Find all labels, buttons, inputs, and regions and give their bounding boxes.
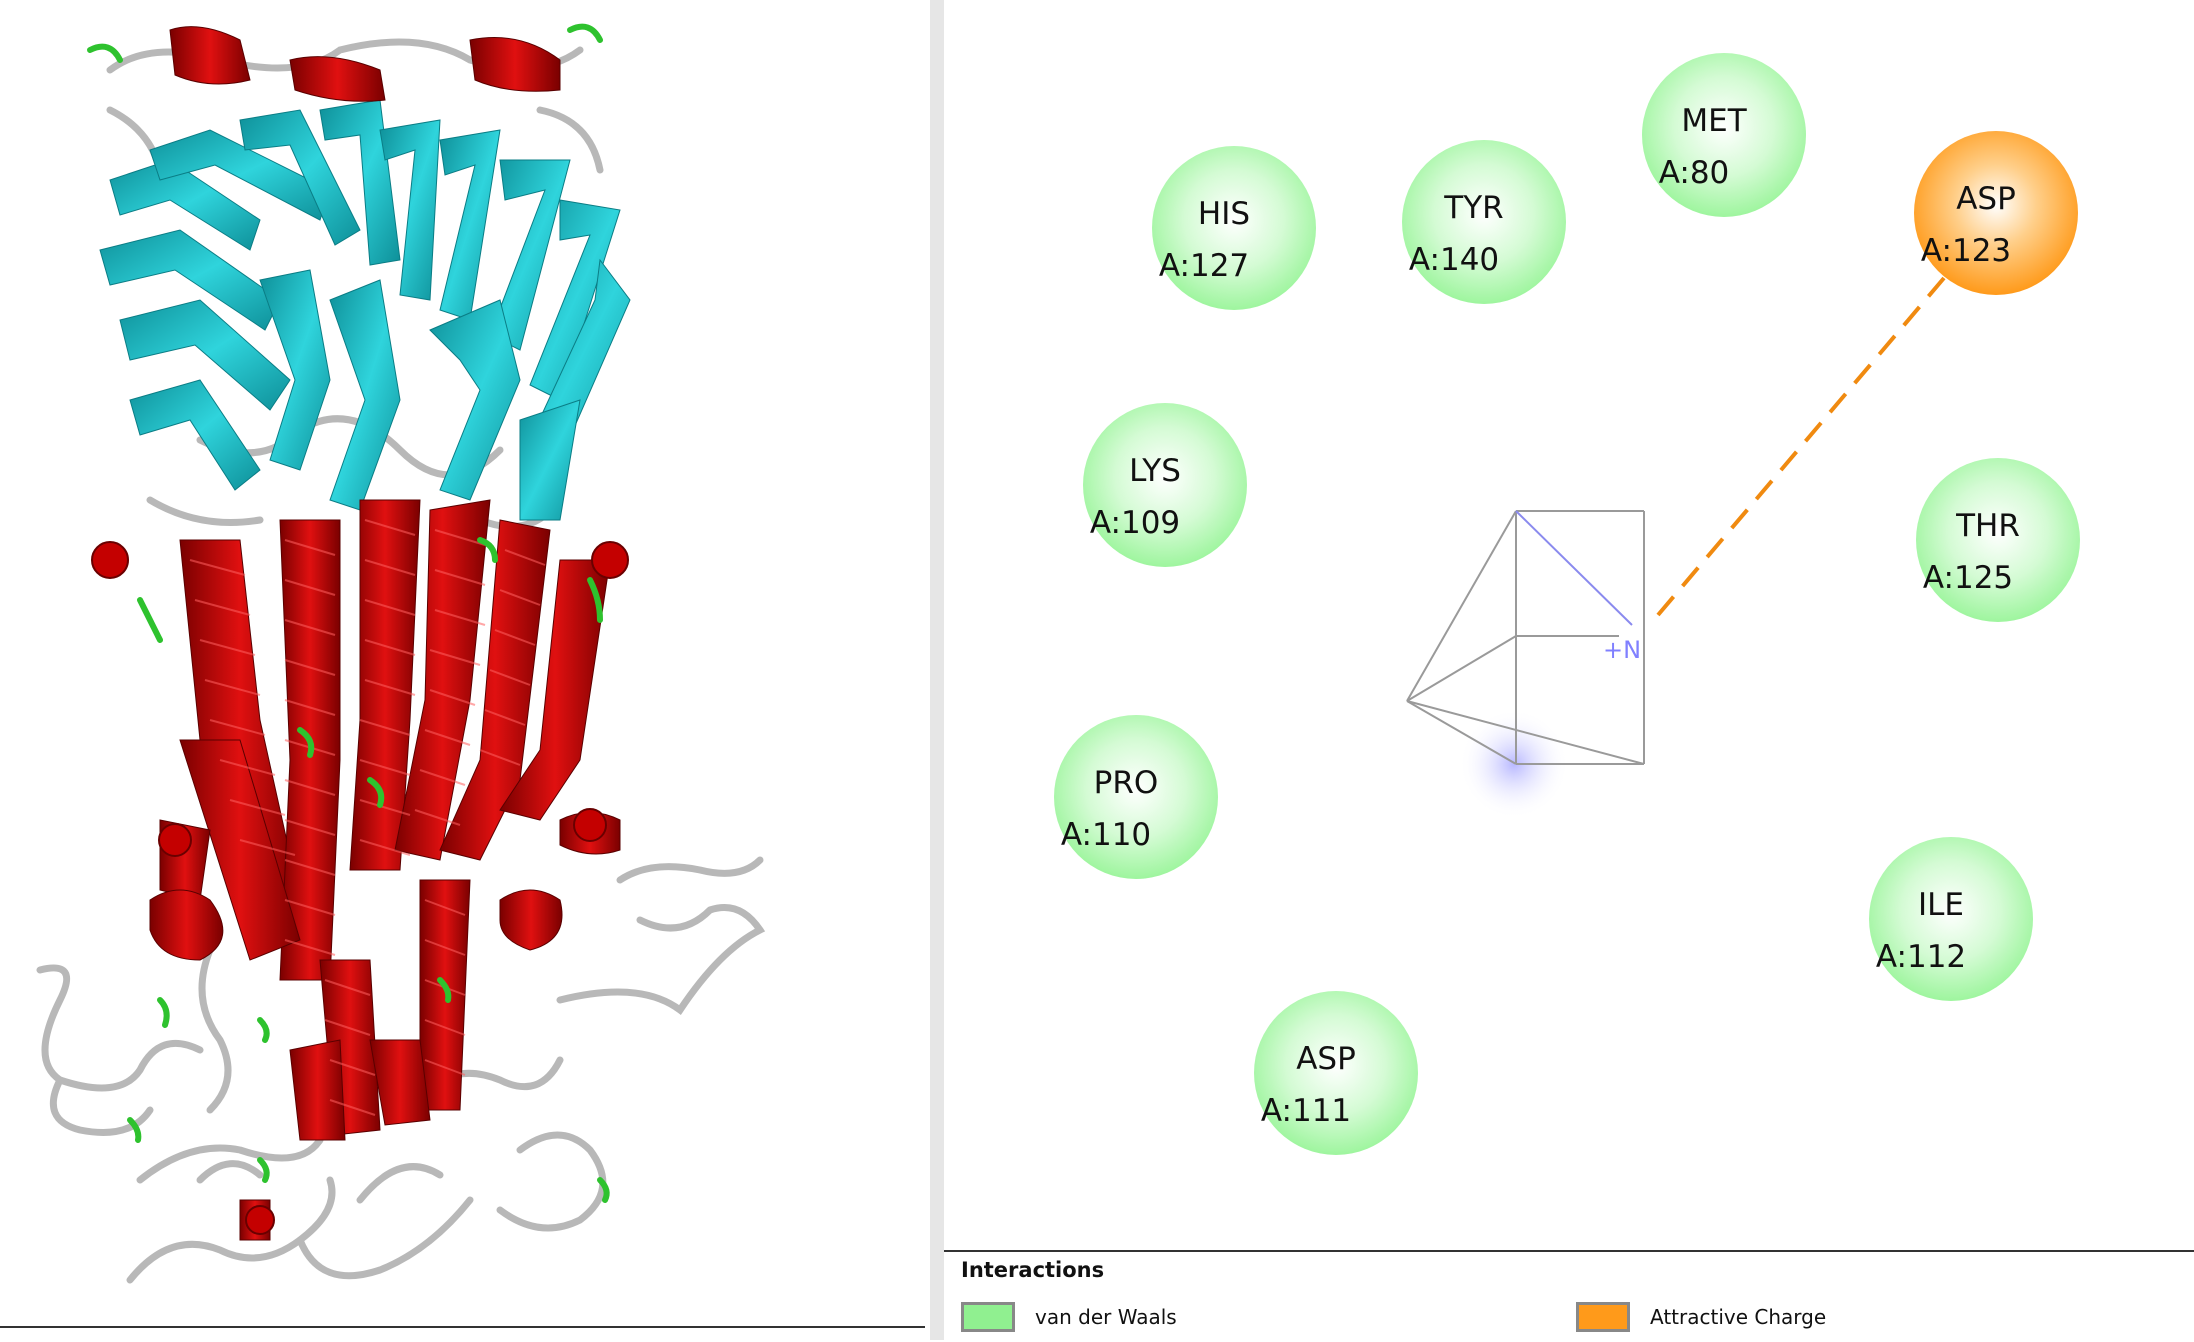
residue-name: LYS (1129, 453, 1181, 489)
protein-structure-view[interactable] (0, 0, 930, 1340)
residue-id: A:110 (1061, 817, 1151, 853)
protein-ribbon-image (0, 23, 925, 1328)
residue-name: ASP (1956, 181, 2016, 217)
legend-label-attractive-charge: Attractive Charge (1650, 1305, 1827, 1329)
beta-sheets (99, 99, 631, 521)
residue-node-ile-a112[interactable]: ILE A:112 (1869, 837, 2033, 1001)
turns (87, 23, 610, 1203)
residue-circle (1402, 140, 1566, 304)
residue-id: A:123 (1921, 233, 2011, 269)
residue-circle (1054, 715, 1218, 879)
legend-title: Interactions (961, 1258, 1105, 1282)
residue-circle (1083, 403, 1247, 567)
helix-stripes (189, 519, 546, 1116)
residue-id: A:127 (1159, 248, 1249, 284)
ligand-atom-label: +N (1603, 636, 1641, 664)
residue-circle (1914, 131, 2078, 295)
panel-splitter[interactable] (930, 0, 944, 1340)
residue-node-asp-a123[interactable]: ASP A:123 (1914, 131, 2078, 295)
residue-node-lys-a109[interactable]: LYS A:109 (1083, 403, 1247, 567)
residue-name: ASP (1296, 1041, 1356, 1077)
side-helices (91, 541, 629, 1235)
residue-id: A:140 (1409, 242, 1499, 278)
residue-id: A:111 (1261, 1093, 1351, 1129)
interaction-diagram-panel[interactable]: +N HIS A:127 TYR A:140 MET A:80 ASP A:123 LYS A:1… (944, 0, 2194, 1340)
residue-node-pro-a110[interactable]: PRO A:110 (1054, 715, 1218, 879)
legend-swatch-van-der-waals (961, 1302, 1015, 1332)
interaction-legend: Interactions van der Waals Attractive Ch… (944, 1250, 2194, 1342)
residue-name: ILE (1918, 887, 1964, 923)
residue-circle (1254, 991, 1418, 1155)
ligand-structure: +N (1406, 510, 1645, 819)
residue-name: MET (1681, 103, 1747, 139)
residue-id: A:112 (1876, 939, 1966, 975)
residue-node-asp-a111[interactable]: ASP A:111 (1254, 991, 1418, 1155)
residue-node-his-a127[interactable]: HIS A:127 (1152, 146, 1316, 310)
residue-circle (1152, 146, 1316, 310)
residue-id: A:125 (1923, 560, 2013, 596)
residue-circle (1916, 458, 2080, 622)
interaction-diagram: +N HIS A:127 TYR A:140 MET A:80 ASP A:123 LYS A:1… (1054, 53, 2080, 1155)
residue-circle (1642, 53, 1806, 217)
residue-circle (1869, 837, 2033, 1001)
alpha-helices (149, 26, 621, 1241)
legend-label-van-der-waals: van der Waals (1035, 1305, 1177, 1329)
residue-name: TYR (1443, 190, 1503, 226)
legend-swatch-attractive-charge (1576, 1302, 1630, 1332)
residue-id: A:109 (1090, 505, 1180, 541)
residue-node-thr-a125[interactable]: THR A:125 (1916, 458, 2080, 622)
residue-node-tyr-a140[interactable]: TYR A:140 (1402, 140, 1566, 304)
residue-name: PRO (1094, 765, 1159, 801)
legend-item-attractive-charge: Attractive Charge (1576, 1300, 1826, 1334)
residue-name: HIS (1198, 196, 1250, 232)
residue-id: A:80 (1659, 155, 1730, 191)
residue-nodes: HIS A:127 TYR A:140 MET A:80 ASP A:123 LYS A:109 T… (1054, 53, 2080, 1155)
residue-node-met-a80[interactable]: MET A:80 (1642, 53, 1806, 217)
attractive-charge-line (1656, 276, 1946, 617)
residue-name: THR (1955, 508, 2020, 544)
legend-item-van-der-waals: van der Waals (961, 1300, 1177, 1334)
